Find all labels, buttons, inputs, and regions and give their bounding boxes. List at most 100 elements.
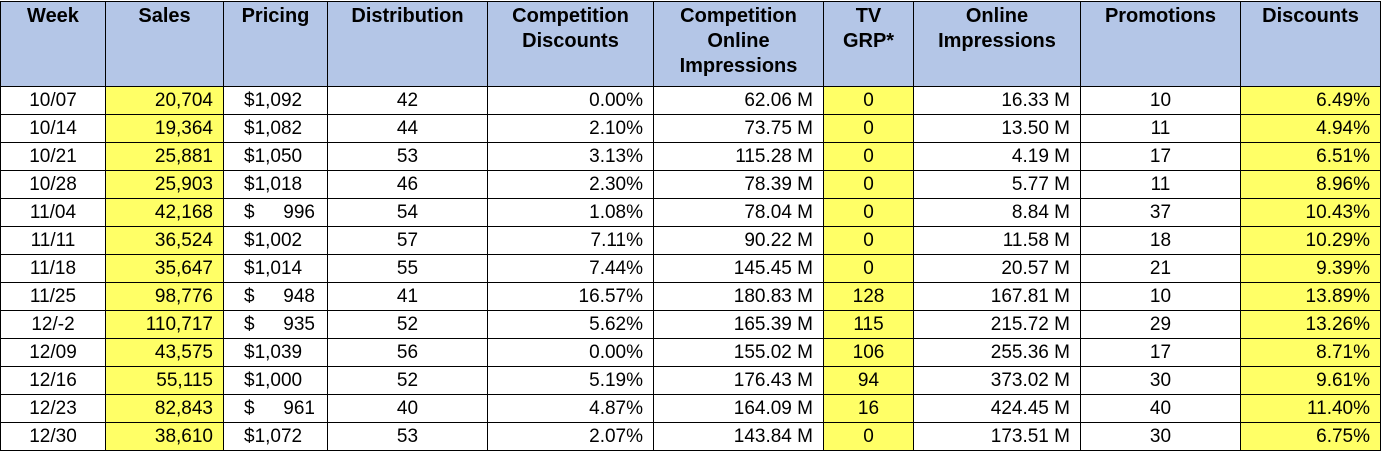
table-cell: 18 <box>1080 226 1241 255</box>
table-cell: 19,364 <box>105 114 224 143</box>
table-cell: 40 <box>1080 394 1241 423</box>
table-cell: $ 948 <box>223 282 328 311</box>
table-cell: 4.87% <box>487 394 654 423</box>
table-cell: 29 <box>1080 310 1241 339</box>
table-cell: 6.49% <box>1240 86 1381 115</box>
table-cell: 145.45 M <box>653 254 824 283</box>
table-cell: 0 <box>823 170 914 199</box>
table-cell: 78.39 M <box>653 170 824 199</box>
table-cell: 52 <box>327 310 488 339</box>
table-cell: $1,018 <box>223 170 328 199</box>
table-cell: 30 <box>1080 366 1241 395</box>
table-cell: 10/14 <box>0 114 106 143</box>
table-cell: 78.04 M <box>653 198 824 227</box>
table-cell: 7.44% <box>487 254 654 283</box>
table-row: 11/04 42,168 $ 996 54 1.08% 78.04 M 0 8.84 M 37 1… <box>0 198 1381 227</box>
table-cell: 0.00% <box>487 338 654 367</box>
table-cell: 11 <box>1080 170 1241 199</box>
table-cell: 106 <box>823 338 914 367</box>
table-cell: 10.43% <box>1240 198 1381 227</box>
table-cell: 10.29% <box>1240 226 1381 255</box>
table-row: 12/30 38,610 $1,072 53 2.07% 143.84 M 0 173.51 … <box>0 422 1381 451</box>
table-cell: 4.94% <box>1240 114 1381 143</box>
table-cell: $1,014 <box>223 254 328 283</box>
table-cell: 16.33 M <box>913 86 1081 115</box>
header-cell: Pricing <box>223 1 328 87</box>
table-cell: 25,881 <box>105 142 224 171</box>
table-cell: 11.58 M <box>913 226 1081 255</box>
table-cell: 43,575 <box>105 338 224 367</box>
table-cell: 155.02 M <box>653 338 824 367</box>
table-cell: 6.51% <box>1240 142 1381 171</box>
table-cell: 10 <box>1080 282 1241 311</box>
table-cell: 10/21 <box>0 142 106 171</box>
table-cell: $1,072 <box>223 422 328 451</box>
table-cell: 180.83 M <box>653 282 824 311</box>
table-cell: 0 <box>823 254 914 283</box>
table-cell: 176.43 M <box>653 366 824 395</box>
table-cell: 53 <box>327 142 488 171</box>
table-row: 12/09 43,575 $1,039 56 0.00% 155.02 M 106 255.3… <box>0 338 1381 367</box>
table-cell: 110,717 <box>105 310 224 339</box>
table-cell: 255.36 M <box>913 338 1081 367</box>
table-cell: 2.07% <box>487 422 654 451</box>
header-cell: Sales <box>105 1 224 87</box>
table-cell: 12/30 <box>0 422 106 451</box>
table-cell: 56 <box>327 338 488 367</box>
table-cell: 424.45 M <box>913 394 1081 423</box>
header-cell: TV GRP* <box>823 1 914 87</box>
table-cell: 115 <box>823 310 914 339</box>
table-cell: 10 <box>1080 86 1241 115</box>
table-cell: 8.96% <box>1240 170 1381 199</box>
table-cell: 128 <box>823 282 914 311</box>
table-row: 11/18 35,647 $1,014 55 7.44% 145.45 M 0 20.57 M… <box>0 254 1381 283</box>
header-cell: Distribution <box>327 1 488 87</box>
table-cell: $1,050 <box>223 142 328 171</box>
table-cell: 7.11% <box>487 226 654 255</box>
table-cell: 25,903 <box>105 170 224 199</box>
table-cell: 55,115 <box>105 366 224 395</box>
table-cell: 6.75% <box>1240 422 1381 451</box>
table-cell: 55 <box>327 254 488 283</box>
table-cell: 20,704 <box>105 86 224 115</box>
header-cell: Competition Online Impressions <box>653 1 824 87</box>
table-row: 10/28 25,903 $1,018 46 2.30% 78.39 M 0 5.77 M 11… <box>0 170 1381 199</box>
table-header: Week Sales Pricing Distribution Competition … <box>0 1 1381 87</box>
table-cell: 13.50 M <box>913 114 1081 143</box>
table-cell: 11.40% <box>1240 394 1381 423</box>
table-cell: $ 935 <box>223 310 328 339</box>
table-cell: $ 961 <box>223 394 328 423</box>
table-cell: 373.02 M <box>913 366 1081 395</box>
header-cell: Week <box>0 1 106 87</box>
table-cell: 0 <box>823 114 914 143</box>
table-cell: 11/11 <box>0 226 106 255</box>
header-cell: Promotions <box>1080 1 1241 87</box>
table-cell: 30 <box>1080 422 1241 451</box>
table-cell: 4.19 M <box>913 142 1081 171</box>
table-cell: 167.81 M <box>913 282 1081 311</box>
table-cell: 13.26% <box>1240 310 1381 339</box>
table-cell: 0 <box>823 142 914 171</box>
table-cell: 173.51 M <box>913 422 1081 451</box>
table-cell: 0 <box>823 422 914 451</box>
table-cell: 13.89% <box>1240 282 1381 311</box>
table-cell: 16 <box>823 394 914 423</box>
table-cell: 8.71% <box>1240 338 1381 367</box>
table-cell: 90.22 M <box>653 226 824 255</box>
table-cell: 54 <box>327 198 488 227</box>
table-cell: $1,002 <box>223 226 328 255</box>
table-cell: 9.39% <box>1240 254 1381 283</box>
table-cell: 12/09 <box>0 338 106 367</box>
table-cell: 42,168 <box>105 198 224 227</box>
header-cell: Online Impressions <box>913 1 1081 87</box>
table-cell: 12/23 <box>0 394 106 423</box>
table-cell: 40 <box>327 394 488 423</box>
table-cell: 11/04 <box>0 198 106 227</box>
table-cell: 62.06 M <box>653 86 824 115</box>
header-row: Week Sales Pricing Distribution Competition … <box>0 1 1381 87</box>
